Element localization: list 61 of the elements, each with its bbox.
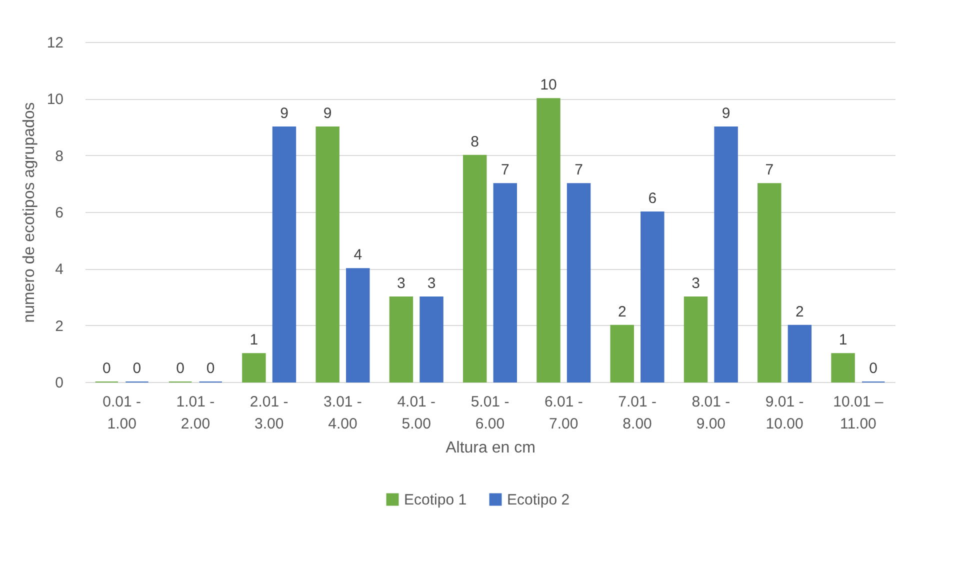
y-tick-label: 8 xyxy=(55,148,64,165)
y-tick-label: 6 xyxy=(55,204,64,222)
bar xyxy=(610,324,634,382)
data-label: 2 xyxy=(796,303,804,320)
bar xyxy=(389,296,414,382)
data-label: 0 xyxy=(869,360,878,377)
bar xyxy=(420,296,444,382)
bar xyxy=(536,98,560,382)
data-label: 7 xyxy=(765,162,774,179)
data-label: 2 xyxy=(618,303,626,320)
data-label: 10 xyxy=(540,76,557,94)
x-tick-label: 1.01 - 2.00 xyxy=(176,394,215,432)
data-label: 3 xyxy=(427,275,436,292)
y-axis-title: numero de ecotipos agrupados xyxy=(20,102,38,323)
data-label: 1 xyxy=(250,332,258,349)
bar xyxy=(684,296,708,382)
data-label: 4 xyxy=(354,246,362,264)
bar xyxy=(316,126,340,382)
data-label: 9 xyxy=(323,105,332,122)
data-label: 0 xyxy=(176,360,184,377)
bar xyxy=(640,212,664,382)
data-label: 8 xyxy=(470,133,480,150)
x-tick-label: 9.01 - 10.00 xyxy=(765,394,804,432)
data-label: 9 xyxy=(722,105,730,122)
bar xyxy=(714,126,738,382)
y-tick-label: 0 xyxy=(55,374,64,392)
data-label: 7 xyxy=(574,162,583,179)
x-tick-label: 7.01 - 8.00 xyxy=(618,394,656,432)
data-label: 6 xyxy=(648,190,657,207)
bar xyxy=(758,183,782,382)
x-tick-label: 10.01 – 11.00 xyxy=(833,394,884,432)
x-tick-label: 2.01 - 3.00 xyxy=(250,394,288,432)
data-label: 3 xyxy=(397,275,406,292)
data-label: 0 xyxy=(206,360,215,377)
y-tick-label: 12 xyxy=(46,34,64,52)
y-tick-label: 10 xyxy=(46,91,64,108)
x-tick-label: 3.01 - 4.00 xyxy=(324,394,362,432)
bar xyxy=(788,324,812,382)
data-label: 7 xyxy=(500,162,510,179)
bar xyxy=(242,353,266,382)
x-tick-label: 8.01 - 9.00 xyxy=(692,394,730,432)
bar xyxy=(493,183,518,382)
data-label: 3 xyxy=(692,275,700,292)
bar xyxy=(272,126,296,382)
bar xyxy=(566,183,591,382)
x-tick-label: 6.01 - 7.00 xyxy=(544,394,583,432)
bar xyxy=(346,268,370,382)
y-tick-label: 2 xyxy=(55,318,64,335)
data-label: 0 xyxy=(102,360,111,377)
data-label: 1 xyxy=(838,332,848,349)
bar xyxy=(462,154,487,382)
x-tick-label: 0.01 - 1.00 xyxy=(102,394,141,432)
data-label: 0 xyxy=(132,360,142,377)
x-tick-label: 5.01 - 6.00 xyxy=(470,394,510,432)
x-axis-title: Altura en cm xyxy=(446,440,536,456)
legend-label: Ecotipo 1 xyxy=(404,492,467,509)
bar xyxy=(831,353,855,382)
y-tick-label: 4 xyxy=(55,261,64,278)
x-tick-label: 4.01 - 5.00 xyxy=(397,394,436,432)
data-label: 9 xyxy=(280,105,288,122)
legend-label: Ecotipo 2 xyxy=(507,492,570,509)
